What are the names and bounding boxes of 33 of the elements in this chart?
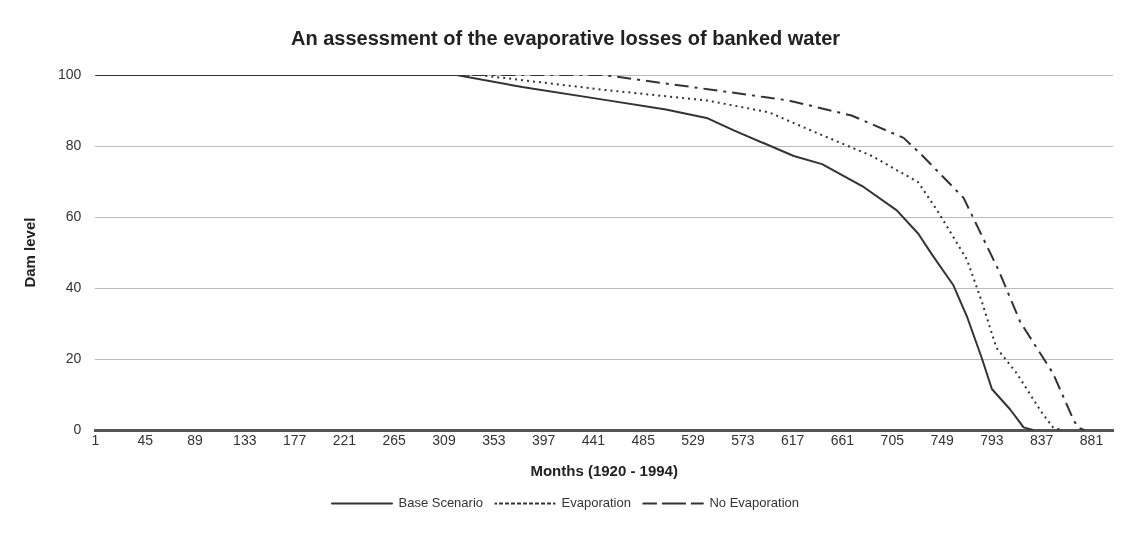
x-tick-label: 705 bbox=[880, 432, 905, 449]
x-tick-label: 529 bbox=[681, 432, 705, 449]
x-tick-label: 265 bbox=[382, 432, 407, 449]
x-tick-label: 353 bbox=[482, 432, 506, 449]
x-tick-label: 485 bbox=[631, 432, 656, 449]
x-tick-label: 573 bbox=[731, 432, 755, 449]
x-tick-label: 221 bbox=[332, 432, 357, 449]
x-tick-label: 881 bbox=[1079, 432, 1104, 449]
x-tick-label: 309 bbox=[432, 432, 456, 449]
x-tick-label: 441 bbox=[581, 432, 606, 449]
legend-label: Evaporation bbox=[561, 495, 631, 511]
y-tick-label: 80 bbox=[65, 136, 82, 153]
x-tick-label: 837 bbox=[1030, 432, 1054, 449]
x-tick-label: 749 bbox=[930, 432, 954, 449]
x-tick-label: 133 bbox=[233, 432, 257, 449]
x-axis-title: Months (1920 - 1994) bbox=[530, 462, 678, 480]
legend-label: No Evaporation bbox=[709, 495, 800, 511]
y-tick-label: 100 bbox=[58, 65, 82, 82]
x-tick-label: 1 bbox=[91, 432, 100, 449]
y-tick-label: 40 bbox=[65, 278, 82, 295]
y-axis-title: Dam level bbox=[21, 217, 39, 288]
x-tick-label: 661 bbox=[830, 432, 855, 449]
y-tick-label: 0 bbox=[73, 421, 82, 438]
legend-label: Base Scenario bbox=[398, 495, 484, 511]
x-tick-label: 45 bbox=[137, 432, 154, 449]
y-tick-label: 20 bbox=[65, 350, 82, 367]
chart-title: An assessment of the evaporative losses of banked water bbox=[290, 26, 841, 49]
x-tick-label: 177 bbox=[282, 432, 307, 449]
x-tick-label: 89 bbox=[187, 432, 203, 449]
x-tick-label: 793 bbox=[980, 432, 1004, 449]
x-tick-label: 617 bbox=[780, 432, 805, 449]
x-tick-label: 397 bbox=[531, 432, 556, 449]
y-tick-label: 60 bbox=[65, 207, 82, 224]
